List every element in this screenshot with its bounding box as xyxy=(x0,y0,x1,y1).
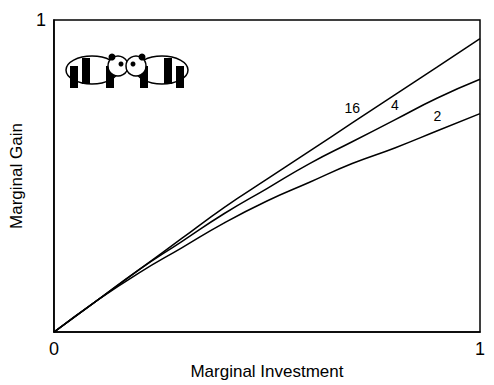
svg-text:4: 4 xyxy=(391,97,399,113)
svg-text:2: 2 xyxy=(433,108,441,124)
svg-text:1: 1 xyxy=(36,10,46,30)
svg-text:0: 0 xyxy=(49,339,59,359)
svg-text:Marginal Investment: Marginal Investment xyxy=(190,362,343,381)
svg-text:1: 1 xyxy=(475,339,485,359)
svg-text:Marginal Gain: Marginal Gain xyxy=(7,123,26,229)
svg-text:16: 16 xyxy=(344,100,360,116)
